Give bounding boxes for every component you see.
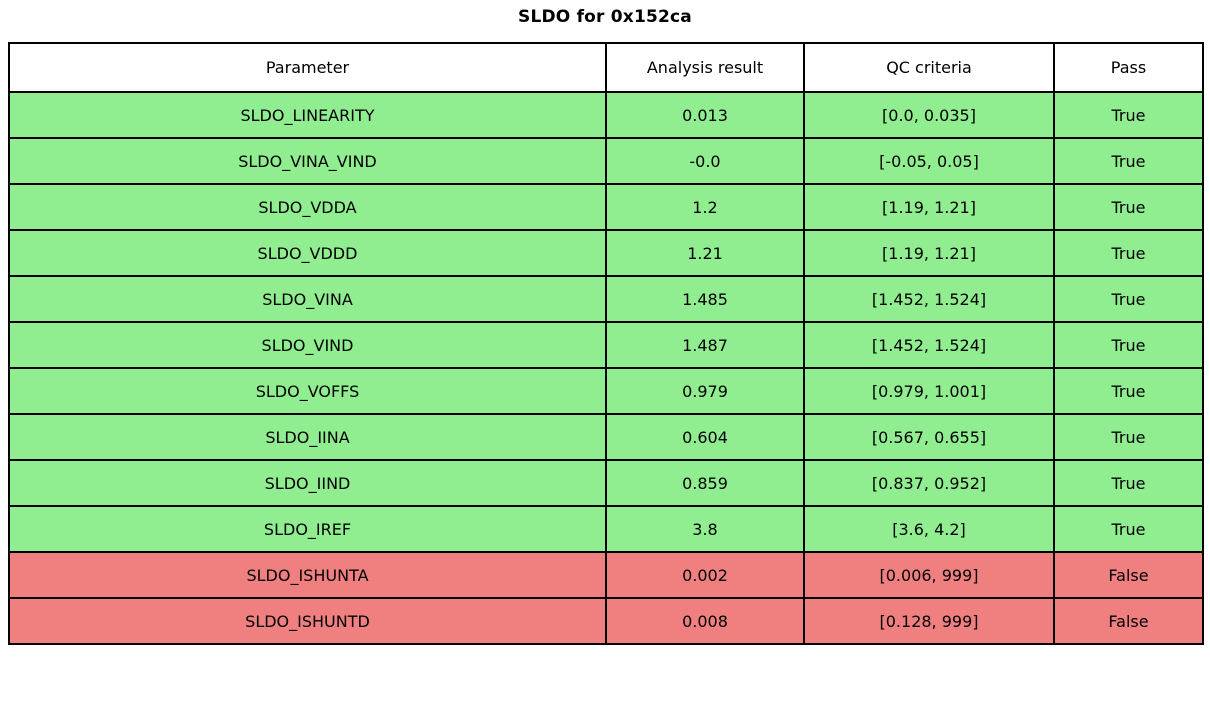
- criteria-cell: [0.837, 0.952]: [803, 459, 1055, 507]
- pass-cell: False: [1053, 551, 1204, 599]
- header-row: Parameter Analysis result QC criteria Pa…: [8, 42, 1204, 93]
- pass-cell: True: [1053, 183, 1204, 231]
- pass-cell: True: [1053, 275, 1204, 323]
- result-cell: 1.485: [605, 275, 805, 323]
- parameter-cell: SLDO_LINEARITY: [8, 91, 607, 139]
- criteria-cell: [0.0, 0.035]: [803, 91, 1055, 139]
- pass-cell: True: [1053, 321, 1204, 369]
- table-body: SLDO_LINEARITY 0.013 [0.0, 0.035] True S…: [8, 91, 1204, 645]
- result-cell: 1.2: [605, 183, 805, 231]
- result-cell: 1.487: [605, 321, 805, 369]
- criteria-cell: [1.19, 1.21]: [803, 183, 1055, 231]
- criteria-cell: [0.567, 0.655]: [803, 413, 1055, 461]
- result-cell: 0.979: [605, 367, 805, 415]
- column-header-parameter: Parameter: [8, 42, 607, 93]
- criteria-cell: [1.19, 1.21]: [803, 229, 1055, 277]
- parameter-cell: SLDO_ISHUNTA: [8, 551, 607, 599]
- criteria-cell: [0.006, 999]: [803, 551, 1055, 599]
- result-cell: 0.002: [605, 551, 805, 599]
- result-cell: 3.8: [605, 505, 805, 553]
- result-cell: 0.604: [605, 413, 805, 461]
- parameter-cell: SLDO_ISHUNTD: [8, 597, 607, 645]
- criteria-cell: [1.452, 1.524]: [803, 275, 1055, 323]
- pass-cell: True: [1053, 413, 1204, 461]
- parameter-cell: SLDO_VINA_VIND: [8, 137, 607, 185]
- criteria-cell: [-0.05, 0.05]: [803, 137, 1055, 185]
- criteria-cell: [0.128, 999]: [803, 597, 1055, 645]
- table-row: SLDO_IREF 3.8 [3.6, 4.2] True: [8, 505, 1204, 553]
- parameter-cell: SLDO_VOFFS: [8, 367, 607, 415]
- parameter-cell: SLDO_VIND: [8, 321, 607, 369]
- table-row: SLDO_IINA 0.604 [0.567, 0.655] True: [8, 413, 1204, 461]
- page-title: SLDO for 0x152ca: [518, 7, 692, 27]
- table-row: SLDO_VOFFS 0.979 [0.979, 1.001] True: [8, 367, 1204, 415]
- result-cell: -0.0: [605, 137, 805, 185]
- pass-cell: True: [1053, 229, 1204, 277]
- pass-cell: True: [1053, 137, 1204, 185]
- pass-cell: True: [1053, 367, 1204, 415]
- table-row: SLDO_VINA_VIND -0.0 [-0.05, 0.05] True: [8, 137, 1204, 185]
- pass-cell: False: [1053, 597, 1204, 645]
- parameter-cell: SLDO_VINA: [8, 275, 607, 323]
- parameter-cell: SLDO_IINA: [8, 413, 607, 461]
- criteria-cell: [3.6, 4.2]: [803, 505, 1055, 553]
- parameter-cell: SLDO_IIND: [8, 459, 607, 507]
- table-row: SLDO_VIND 1.487 [1.452, 1.524] True: [8, 321, 1204, 369]
- qc-table: Parameter Analysis result QC criteria Pa…: [8, 42, 1204, 645]
- pass-cell: True: [1053, 459, 1204, 507]
- result-cell: 1.21: [605, 229, 805, 277]
- pass-cell: True: [1053, 91, 1204, 139]
- table-row: SLDO_VINA 1.485 [1.452, 1.524] True: [8, 275, 1204, 323]
- parameter-cell: SLDO_VDDA: [8, 183, 607, 231]
- table-row: SLDO_ISHUNTD 0.008 [0.128, 999] False: [8, 597, 1204, 645]
- column-header-qc-criteria: QC criteria: [803, 42, 1055, 93]
- parameter-cell: SLDO_VDDD: [8, 229, 607, 277]
- table-row: SLDO_VDDA 1.2 [1.19, 1.21] True: [8, 183, 1204, 231]
- pass-cell: True: [1053, 505, 1204, 553]
- result-cell: 0.859: [605, 459, 805, 507]
- result-cell: 0.008: [605, 597, 805, 645]
- table-row: SLDO_LINEARITY 0.013 [0.0, 0.035] True: [8, 91, 1204, 139]
- table-row: SLDO_ISHUNTA 0.002 [0.006, 999] False: [8, 551, 1204, 599]
- result-cell: 0.013: [605, 91, 805, 139]
- criteria-cell: [0.979, 1.001]: [803, 367, 1055, 415]
- criteria-cell: [1.452, 1.524]: [803, 321, 1055, 369]
- table-header: Parameter Analysis result QC criteria Pa…: [8, 42, 1204, 93]
- column-header-analysis-result: Analysis result: [605, 42, 805, 93]
- parameter-cell: SLDO_IREF: [8, 505, 607, 553]
- column-header-pass: Pass: [1053, 42, 1204, 93]
- table-row: SLDO_IIND 0.859 [0.837, 0.952] True: [8, 459, 1204, 507]
- table-row: SLDO_VDDD 1.21 [1.19, 1.21] True: [8, 229, 1204, 277]
